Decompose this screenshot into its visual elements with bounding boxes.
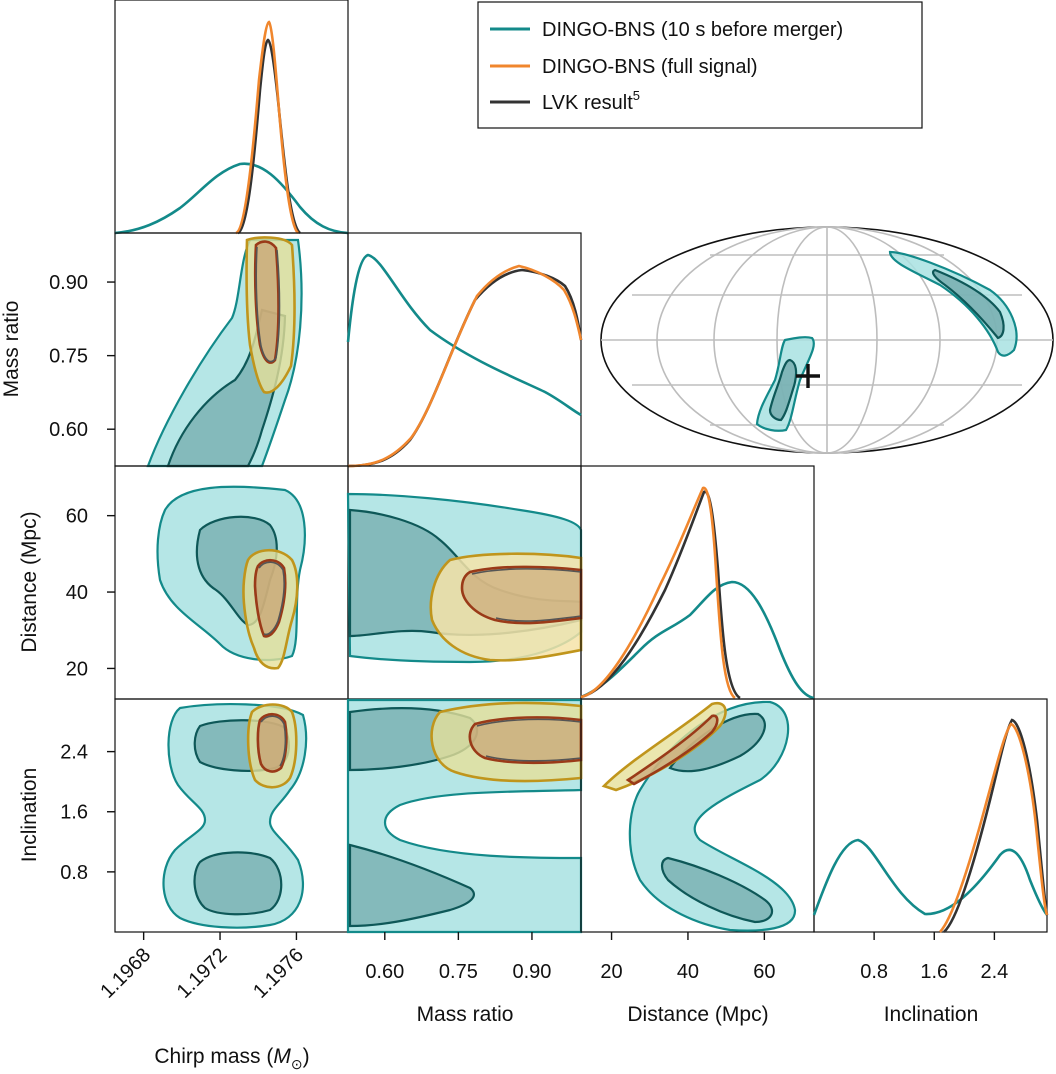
legend-label-10s: DINGO-BNS (10 s before merger) <box>542 19 843 41</box>
contour-lvk <box>255 246 281 363</box>
contour-10s-inner-bottom <box>193 851 283 916</box>
panel-inclination-vs-distance <box>580 698 815 933</box>
inclination-curve-full <box>939 722 1049 933</box>
contour-full-inner <box>253 558 287 638</box>
y-tick-label-inclination: 2.4 <box>60 742 88 764</box>
x-label-mass-ratio: Mass ratio <box>417 1003 514 1026</box>
panel-distance-vs-chirpmass <box>114 465 349 700</box>
y-label-distance: Distance (Mpc) <box>18 511 41 652</box>
x-tick-label-mass_ratio: 0.60 <box>365 961 404 983</box>
chirp-mass-curve-10s <box>114 162 349 235</box>
contour-full-inner <box>460 565 583 625</box>
x-tick-label-mass_ratio: 0.90 <box>512 961 551 983</box>
y-tick-label-inclination: 0.8 <box>60 862 88 884</box>
y-label-mass-ratio: Mass ratio <box>0 301 23 398</box>
panel-inclination-1d <box>812 698 1049 933</box>
panel-massratio-vs-chirpmass <box>114 232 349 468</box>
panel-distance-vs-massratio <box>346 465 583 700</box>
contour-lvk <box>260 715 287 767</box>
x-tick-label-distance: 60 <box>753 961 775 983</box>
x-tick-label-mass_ratio: 0.75 <box>439 961 478 983</box>
x-tick-label-inclination: 0.8 <box>860 961 888 983</box>
x-label-chirp-mass: Chirp mass (M⊙) <box>154 1045 309 1072</box>
y-label-inclination: Inclination <box>18 768 41 863</box>
contour-full-inner <box>625 714 719 786</box>
mass-ratio-curve-full <box>347 264 583 468</box>
inclination-curve-10s <box>812 838 1049 916</box>
panel-distance-1d <box>580 465 815 700</box>
x-label-inclination: Inclination <box>884 1003 979 1026</box>
mass-ratio-curve-lvk <box>347 268 583 468</box>
contour-10s-inner-bottom <box>348 843 475 928</box>
sky-contour-inner-a <box>931 268 1005 340</box>
x-tick-label-chirp_mass: 1.1972 <box>173 944 232 1003</box>
x-tick-label-inclination: 1.6 <box>920 961 948 983</box>
mass-ratio-curve-10s <box>346 253 582 417</box>
legend-box <box>477 1 923 129</box>
y-tick-label-distance: 20 <box>66 658 88 680</box>
panel-inclination-vs-massratio <box>346 698 583 934</box>
y-tick-label-mass_ratio: 0.90 <box>49 272 88 294</box>
x-tick-label-chirp_mass: 1.1968 <box>96 944 155 1003</box>
panel-inclination-vs-chirpmass <box>114 698 349 933</box>
y-tick-label-distance: 40 <box>66 582 88 604</box>
distance-curve-full <box>580 486 736 700</box>
chirp-mass-curve-full <box>235 20 300 235</box>
contour-full-inner <box>253 240 280 364</box>
panel-frame <box>114 0 349 234</box>
y-tick-label-mass_ratio: 0.75 <box>49 346 88 368</box>
x-tick-label-distance: 20 <box>600 961 622 983</box>
legend: DINGO-BNS (10 s before merger) DINGO-BNS… <box>477 1 923 129</box>
inclination-curve-lvk <box>943 718 1049 933</box>
y-tick-label-distance: 60 <box>66 506 88 528</box>
y-tick-label-mass_ratio: 0.60 <box>49 419 88 441</box>
panel-mass-ratio-1d <box>346 232 583 468</box>
contour-10s-inner-bottom <box>660 856 774 924</box>
legend-label-lvk: LVK result5 <box>542 88 640 114</box>
contour-full-inner <box>468 716 583 765</box>
x-tick-label-chirp_mass: 1.1976 <box>249 944 308 1003</box>
sky-map-panel <box>600 226 1054 454</box>
y-tick-label-inclination: 1.6 <box>60 802 88 824</box>
true-source-plus-icon <box>796 364 820 388</box>
contour-lvk <box>258 561 285 636</box>
x-label-distance: Distance (Mpc) <box>627 1003 768 1026</box>
contour-lvk <box>471 568 582 622</box>
x-tick-label-inclination: 2.4 <box>980 961 1008 983</box>
contour-full-inner <box>256 712 288 773</box>
distance-curve-lvk <box>580 490 741 700</box>
contour-lvk <box>476 718 582 762</box>
panel-chirp-mass-1d <box>114 0 349 235</box>
distance-curve-10s <box>580 580 815 700</box>
x-tick-label-distance: 40 <box>677 961 699 983</box>
panel-frame <box>813 698 1048 933</box>
sky-contour-inner-b <box>768 358 798 422</box>
legend-label-full: DINGO-BNS (full signal) <box>542 56 758 78</box>
